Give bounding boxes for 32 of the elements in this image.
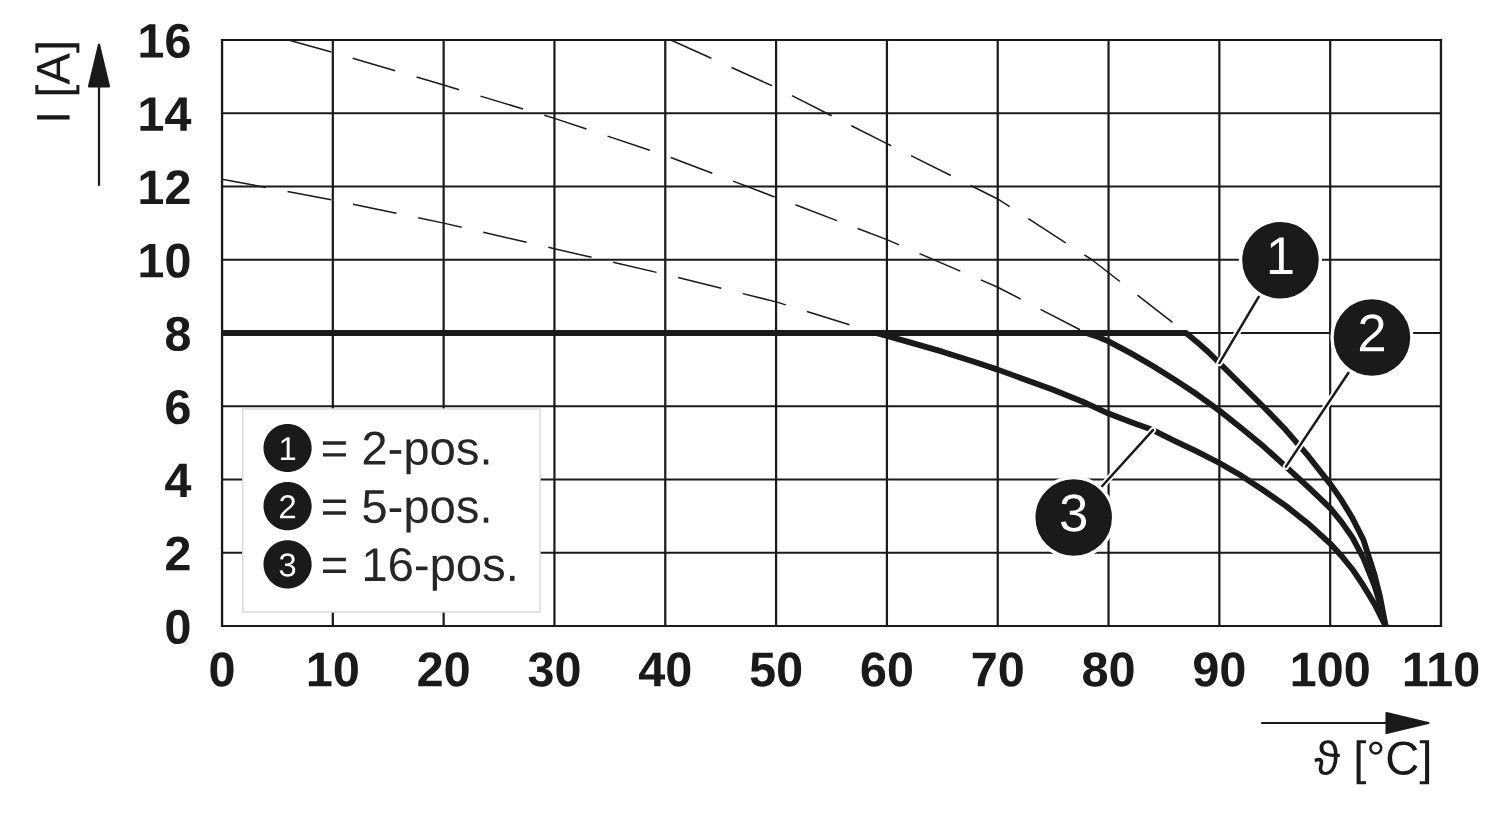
y-tick-label: 12 [140,170,190,205]
x-tick-label: 20 [418,652,469,687]
annotation: = 2-pos. [322,431,489,475]
y-tick-label: 0 [166,609,190,645]
annotation: = 5-pos. [322,490,489,533]
x-tick-label: 80 [1083,652,1134,687]
x-tick-label: 30 [528,652,580,687]
y-tick-label: 16 [140,23,190,59]
y-tick-label: 14 [140,97,192,131]
legend-label: 3 [1061,494,1087,532]
text: 2 [1359,314,1384,352]
x-tick-label: 60 [861,652,912,687]
x-tick-label: 10 [308,652,358,687]
y-axis-title: I [A] [35,43,80,120]
annotation: = 16-pos. [322,547,515,591]
series-label: 1 [1269,237,1293,274]
y-tick-label: 6 [166,389,190,425]
legend-label: 2 [280,495,296,519]
y-tick-label: 8 [165,316,190,352]
text: 1 [280,437,296,460]
x-tick-label: 90 [1194,652,1245,687]
x-tick-label: 0 [210,652,234,687]
y-tick-label: 4 [165,463,192,498]
x-tick-label: 50 [750,652,802,687]
y-tick-label: 10 [140,243,190,278]
x-tick-label: 40 [638,652,691,687]
x-tick-label: 70 [972,652,1023,687]
x-axis-title: ϑ [°C] [1314,740,1430,785]
y-tick-label: 2 [166,536,190,571]
x-tick-label: 100 [1292,652,1369,687]
x-tick-label: 110 [1404,652,1479,687]
text: 3 [279,553,296,577]
